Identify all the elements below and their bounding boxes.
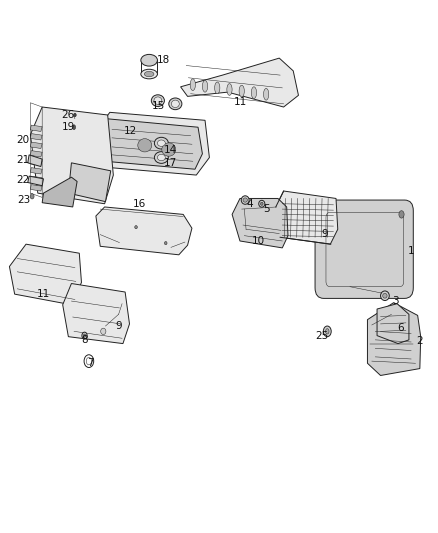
Ellipse shape <box>154 152 168 164</box>
Text: 7: 7 <box>87 358 93 368</box>
Ellipse shape <box>239 85 244 97</box>
Ellipse shape <box>241 196 249 204</box>
Ellipse shape <box>215 82 220 94</box>
Ellipse shape <box>381 291 389 301</box>
Polygon shape <box>30 125 42 132</box>
Text: 1: 1 <box>408 246 414 255</box>
Polygon shape <box>367 303 421 375</box>
FancyBboxPatch shape <box>315 200 413 298</box>
Text: 9: 9 <box>321 229 328 239</box>
Ellipse shape <box>73 125 76 130</box>
Polygon shape <box>30 159 42 165</box>
Text: 26: 26 <box>62 110 75 120</box>
Text: 16: 16 <box>133 199 146 209</box>
Polygon shape <box>30 142 42 149</box>
Text: 23: 23 <box>17 195 30 205</box>
Text: 15: 15 <box>152 101 166 111</box>
Text: 14: 14 <box>163 144 177 155</box>
Text: 9: 9 <box>115 321 122 331</box>
Ellipse shape <box>82 332 87 339</box>
Ellipse shape <box>151 95 164 107</box>
Ellipse shape <box>141 69 157 79</box>
Polygon shape <box>30 184 42 191</box>
Polygon shape <box>30 167 42 174</box>
Text: 8: 8 <box>81 335 88 345</box>
Ellipse shape <box>251 87 257 99</box>
Ellipse shape <box>264 88 269 100</box>
Polygon shape <box>68 163 111 201</box>
Ellipse shape <box>138 139 152 152</box>
Polygon shape <box>28 155 42 166</box>
Text: 5: 5 <box>263 204 269 214</box>
Ellipse shape <box>157 155 165 161</box>
Text: 4: 4 <box>246 199 253 209</box>
Ellipse shape <box>227 84 232 95</box>
Ellipse shape <box>145 71 154 77</box>
Polygon shape <box>180 58 298 107</box>
Text: 12: 12 <box>124 126 138 136</box>
Ellipse shape <box>323 326 331 337</box>
Ellipse shape <box>30 193 34 199</box>
Ellipse shape <box>135 225 138 229</box>
Ellipse shape <box>243 198 247 202</box>
Ellipse shape <box>162 143 176 156</box>
Text: 19: 19 <box>62 122 75 132</box>
Ellipse shape <box>154 97 162 104</box>
Polygon shape <box>30 151 42 157</box>
Polygon shape <box>96 207 192 255</box>
Polygon shape <box>30 176 42 182</box>
Text: 10: 10 <box>252 236 265 246</box>
Ellipse shape <box>141 54 157 66</box>
Text: 22: 22 <box>16 175 29 185</box>
Text: 21: 21 <box>16 155 29 165</box>
Polygon shape <box>30 134 42 140</box>
Text: 6: 6 <box>397 322 403 333</box>
Ellipse shape <box>190 79 195 91</box>
Polygon shape <box>232 198 288 248</box>
Ellipse shape <box>259 200 265 207</box>
Text: 2: 2 <box>417 336 423 346</box>
Text: 18: 18 <box>156 55 170 65</box>
Polygon shape <box>276 191 338 244</box>
Text: 25: 25 <box>315 330 328 341</box>
Ellipse shape <box>383 293 387 298</box>
Ellipse shape <box>202 80 208 92</box>
Text: 20: 20 <box>16 135 29 145</box>
Polygon shape <box>28 176 43 185</box>
Text: 11: 11 <box>37 289 50 299</box>
Polygon shape <box>98 119 202 169</box>
Text: 11: 11 <box>233 96 247 107</box>
Polygon shape <box>96 112 209 175</box>
Polygon shape <box>30 107 113 204</box>
Ellipse shape <box>157 140 165 147</box>
Ellipse shape <box>171 100 179 108</box>
Polygon shape <box>10 244 81 305</box>
Ellipse shape <box>83 334 85 337</box>
Ellipse shape <box>261 202 263 205</box>
Polygon shape <box>377 304 409 344</box>
Ellipse shape <box>399 211 404 218</box>
Polygon shape <box>42 177 77 207</box>
Text: 17: 17 <box>163 158 177 168</box>
Ellipse shape <box>74 113 76 117</box>
Ellipse shape <box>169 98 182 110</box>
Polygon shape <box>63 284 130 344</box>
Text: 3: 3 <box>392 296 399 306</box>
Ellipse shape <box>154 138 168 149</box>
Ellipse shape <box>101 328 106 335</box>
Ellipse shape <box>325 329 329 334</box>
Ellipse shape <box>164 241 167 245</box>
